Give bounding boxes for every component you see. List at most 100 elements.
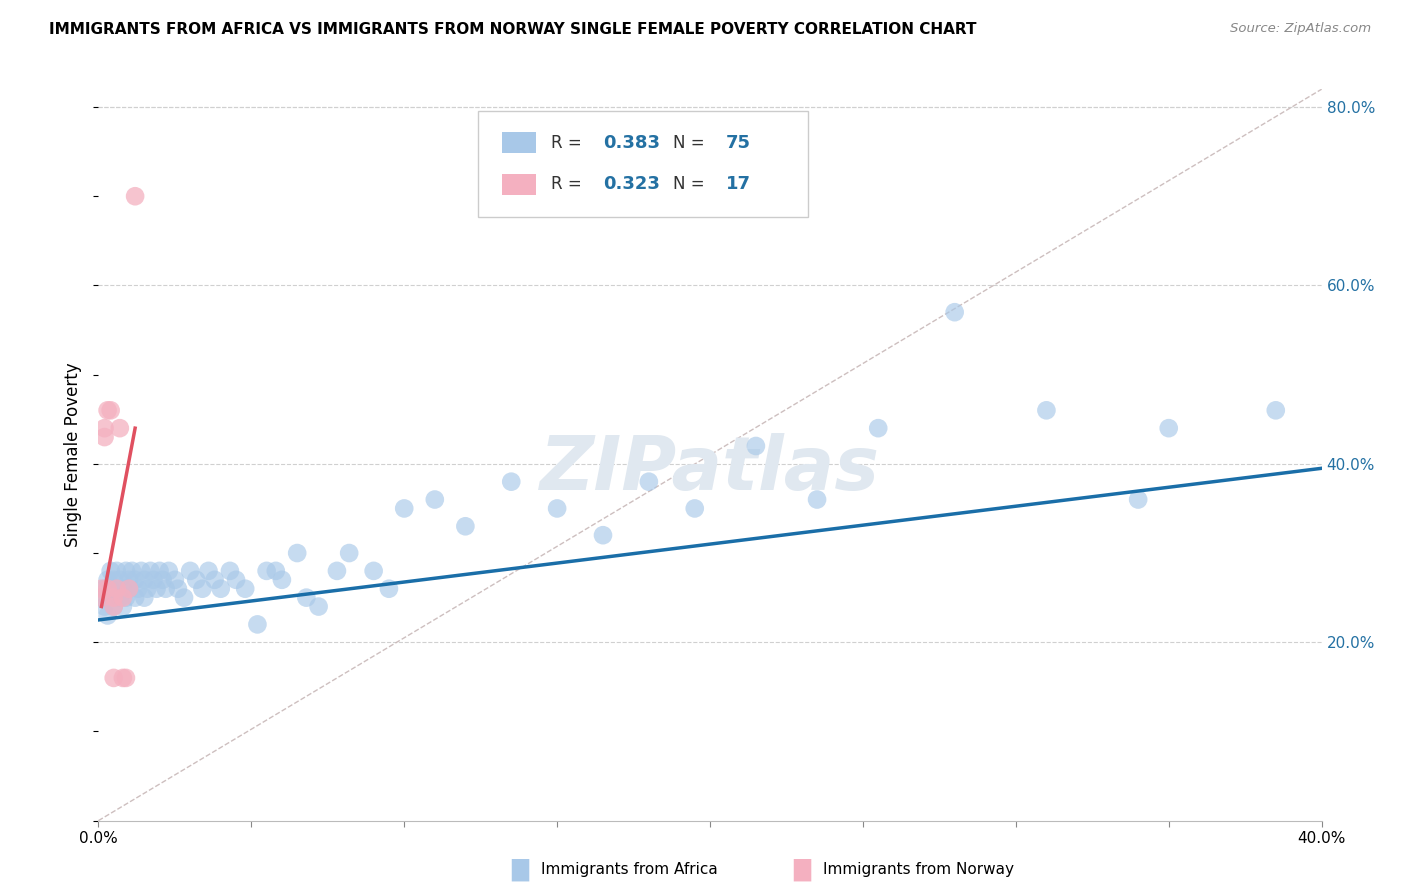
Point: [105, 564, 128, 578]
Point: [115, 671, 138, 685]
Point: [97, 582, 120, 596]
Point: [115, 564, 138, 578]
Point: [868, 421, 890, 435]
Point: [139, 564, 162, 578]
Point: [745, 439, 768, 453]
Point: [111, 591, 134, 605]
Point: [90, 591, 112, 605]
Point: [191, 582, 214, 596]
Text: ZIPatlas: ZIPatlas: [540, 433, 880, 506]
Point: [90, 582, 112, 596]
Text: Immigrants from Africa: Immigrants from Africa: [541, 863, 718, 877]
Point: [546, 501, 568, 516]
Point: [454, 519, 477, 533]
Point: [423, 492, 446, 507]
Point: [124, 573, 146, 587]
Point: [103, 599, 125, 614]
Point: [145, 582, 167, 596]
Point: [115, 591, 138, 605]
Point: [1128, 492, 1150, 507]
Point: [209, 582, 232, 596]
Point: [1157, 421, 1180, 435]
Point: [943, 305, 966, 319]
Point: [152, 573, 174, 587]
Point: [124, 591, 146, 605]
Point: [806, 492, 828, 507]
Point: [337, 546, 360, 560]
FancyBboxPatch shape: [478, 112, 808, 218]
Point: [124, 189, 146, 203]
Point: [197, 564, 219, 578]
Text: R =: R =: [551, 176, 588, 194]
Point: [149, 564, 172, 578]
Point: [225, 573, 247, 587]
Point: [93, 421, 115, 435]
Point: [111, 582, 134, 596]
Point: [157, 564, 180, 578]
Point: [105, 582, 128, 596]
Text: 17: 17: [725, 176, 751, 194]
Text: Source: ZipAtlas.com: Source: ZipAtlas.com: [1230, 22, 1371, 36]
Point: [308, 599, 330, 614]
Point: [1264, 403, 1286, 417]
Point: [392, 501, 416, 516]
Point: [103, 599, 125, 614]
FancyBboxPatch shape: [502, 132, 536, 153]
Point: [97, 573, 120, 587]
Text: N =: N =: [673, 134, 710, 152]
Text: 0.323: 0.323: [603, 176, 661, 194]
Point: [173, 591, 195, 605]
Point: [103, 573, 125, 587]
Text: N =: N =: [673, 176, 710, 194]
Text: 75: 75: [725, 134, 751, 152]
FancyBboxPatch shape: [502, 174, 536, 194]
Point: [121, 564, 143, 578]
Point: [100, 582, 122, 596]
Point: [127, 582, 149, 596]
Point: [103, 591, 125, 605]
Point: [186, 573, 208, 587]
Point: [233, 582, 256, 596]
Point: [118, 582, 141, 596]
Point: [108, 421, 131, 435]
Point: [683, 501, 706, 516]
Point: [163, 573, 186, 587]
Point: [105, 582, 128, 596]
Point: [136, 582, 159, 596]
Text: █: █: [793, 858, 810, 881]
Point: [378, 582, 401, 596]
Point: [134, 573, 156, 587]
Point: [179, 564, 201, 578]
Point: [592, 528, 614, 542]
Point: [246, 617, 269, 632]
Point: [270, 573, 292, 587]
Point: [100, 564, 122, 578]
Point: [97, 608, 120, 623]
Point: [111, 671, 134, 685]
Y-axis label: Single Female Poverty: Single Female Poverty: [65, 363, 83, 547]
Point: [637, 475, 661, 489]
Point: [93, 582, 115, 596]
Point: [103, 591, 125, 605]
Point: [264, 564, 287, 578]
Point: [108, 591, 131, 605]
Point: [134, 591, 156, 605]
Point: [93, 430, 115, 444]
Point: [111, 599, 134, 614]
Point: [1035, 403, 1057, 417]
Text: Immigrants from Norway: Immigrants from Norway: [823, 863, 1014, 877]
Point: [142, 573, 165, 587]
Point: [129, 564, 152, 578]
Point: [326, 564, 349, 578]
Point: [155, 582, 177, 596]
Point: [285, 546, 308, 560]
Point: [167, 582, 190, 596]
Point: [90, 591, 112, 605]
Point: [118, 582, 141, 596]
Text: 0.383: 0.383: [603, 134, 661, 152]
Point: [118, 573, 141, 587]
Text: IMMIGRANTS FROM AFRICA VS IMMIGRANTS FROM NORWAY SINGLE FEMALE POVERTY CORRELATI: IMMIGRANTS FROM AFRICA VS IMMIGRANTS FRO…: [49, 22, 977, 37]
Point: [501, 475, 523, 489]
Text: █: █: [512, 858, 529, 881]
Point: [108, 573, 131, 587]
